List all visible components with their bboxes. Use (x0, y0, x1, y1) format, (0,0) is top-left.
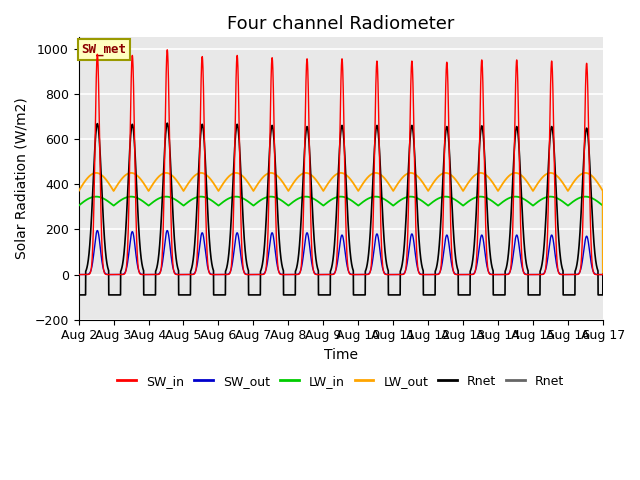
Legend: SW_in, SW_out, LW_in, LW_out, Rnet, Rnet: SW_in, SW_out, LW_in, LW_out, Rnet, Rnet (113, 370, 569, 393)
Title: Four channel Radiometer: Four channel Radiometer (227, 15, 454, 33)
Y-axis label: Solar Radiation (W/m2): Solar Radiation (W/m2) (15, 97, 29, 259)
Text: SW_met: SW_met (81, 43, 126, 56)
X-axis label: Time: Time (324, 348, 358, 362)
